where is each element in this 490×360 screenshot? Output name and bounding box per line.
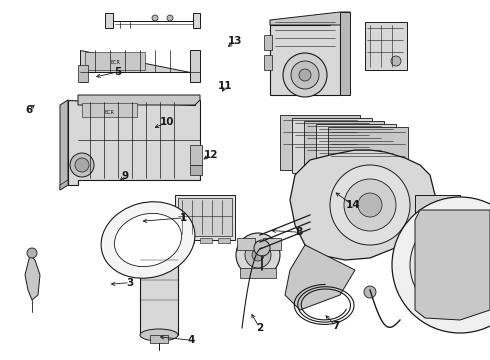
Text: 1: 1 — [180, 213, 187, 223]
Circle shape — [70, 153, 94, 177]
Text: 7: 7 — [332, 321, 340, 331]
Text: 2: 2 — [256, 323, 263, 333]
Polygon shape — [60, 100, 68, 190]
Bar — [175, 195, 235, 240]
Polygon shape — [415, 210, 490, 320]
Polygon shape — [60, 180, 68, 190]
Bar — [190, 165, 202, 175]
Bar — [316, 124, 396, 179]
Bar — [178, 198, 232, 236]
Circle shape — [330, 165, 410, 245]
Text: 6: 6 — [26, 105, 33, 115]
Bar — [182, 238, 194, 243]
Ellipse shape — [101, 202, 195, 278]
Bar — [304, 121, 384, 176]
Circle shape — [283, 53, 327, 97]
Ellipse shape — [115, 213, 181, 267]
Circle shape — [391, 56, 401, 66]
Circle shape — [27, 248, 37, 258]
Polygon shape — [270, 20, 340, 95]
Bar — [415, 195, 460, 215]
Bar — [82, 103, 137, 117]
Circle shape — [152, 15, 158, 21]
Circle shape — [254, 240, 270, 256]
Text: 8: 8 — [295, 227, 302, 237]
Circle shape — [454, 259, 466, 271]
Polygon shape — [270, 12, 350, 25]
Polygon shape — [290, 150, 435, 260]
Circle shape — [252, 249, 264, 261]
Text: 3: 3 — [126, 278, 133, 288]
Bar — [328, 127, 408, 182]
Bar — [85, 52, 145, 70]
Circle shape — [358, 193, 382, 217]
Circle shape — [75, 158, 89, 172]
Bar — [264, 55, 272, 70]
Circle shape — [291, 61, 319, 89]
Bar — [200, 238, 212, 243]
Bar — [190, 145, 202, 165]
Circle shape — [236, 233, 280, 277]
Bar — [218, 238, 230, 243]
Text: 14: 14 — [345, 200, 360, 210]
Polygon shape — [78, 95, 200, 105]
Circle shape — [392, 197, 490, 333]
Ellipse shape — [140, 223, 178, 237]
Bar — [263, 238, 281, 250]
Bar — [292, 118, 372, 173]
Text: 13: 13 — [228, 36, 243, 46]
Bar — [237, 238, 255, 250]
Bar — [280, 115, 360, 170]
Polygon shape — [285, 245, 355, 310]
Circle shape — [410, 215, 490, 315]
Circle shape — [344, 179, 396, 231]
Bar — [150, 335, 168, 343]
Bar — [140, 230, 178, 335]
Bar — [264, 35, 272, 50]
Text: ECR: ECR — [104, 109, 114, 114]
Text: 5: 5 — [114, 67, 121, 77]
Text: 11: 11 — [218, 81, 233, 91]
Text: 4: 4 — [187, 335, 195, 345]
Text: 9: 9 — [122, 171, 128, 181]
Text: 12: 12 — [203, 150, 218, 160]
Polygon shape — [68, 100, 200, 185]
Bar — [365, 22, 407, 70]
Polygon shape — [105, 13, 200, 28]
Ellipse shape — [140, 329, 178, 341]
Circle shape — [432, 237, 488, 293]
Circle shape — [245, 242, 271, 268]
Circle shape — [167, 15, 173, 21]
Bar — [78, 65, 88, 82]
Text: ECR: ECR — [110, 60, 120, 66]
Polygon shape — [340, 12, 350, 95]
Circle shape — [299, 69, 311, 81]
Polygon shape — [25, 255, 40, 300]
Polygon shape — [80, 50, 200, 82]
Bar — [240, 268, 276, 278]
Text: 10: 10 — [159, 117, 174, 127]
Circle shape — [445, 250, 475, 280]
Circle shape — [364, 286, 376, 298]
